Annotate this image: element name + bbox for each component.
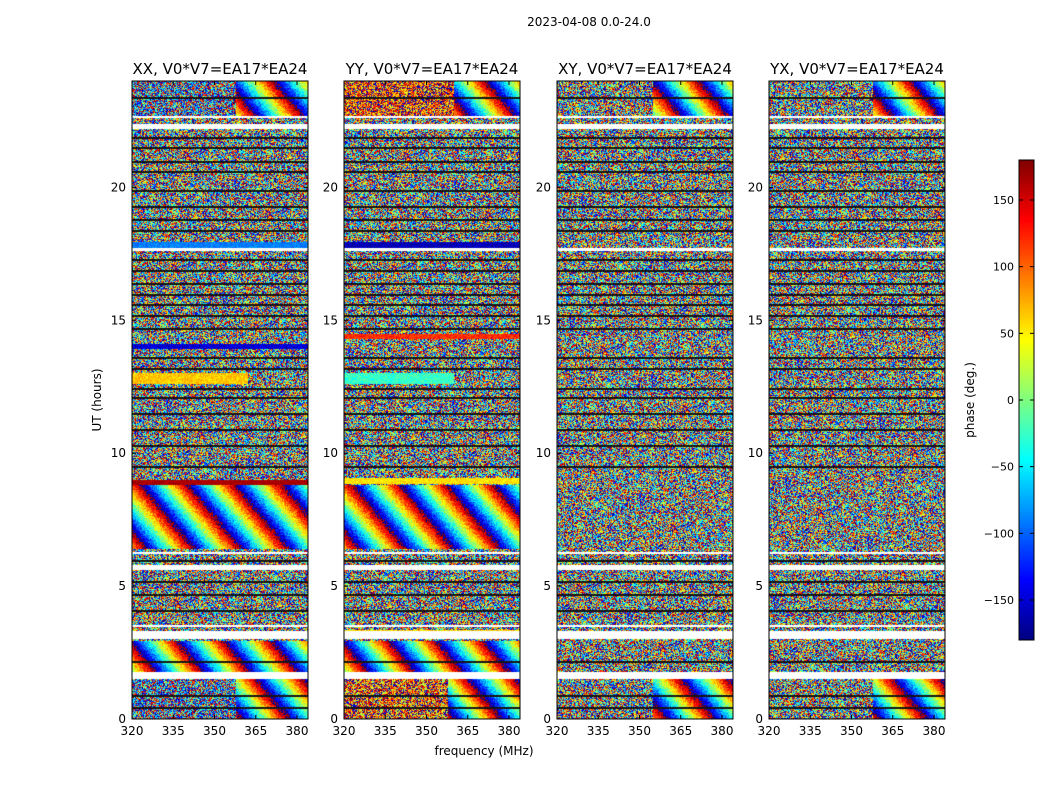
heatmap-image-yy: [344, 81, 520, 719]
colorbar-tick-label: −100: [984, 527, 1014, 540]
x-tick-label: 350: [628, 724, 651, 738]
colorbar-tick-label: 100: [993, 261, 1014, 274]
y-tick-label: 15: [111, 313, 126, 327]
x-tick-label: 350: [840, 724, 863, 738]
y-tick-label: 5: [543, 579, 551, 593]
y-tick-label: 15: [323, 313, 338, 327]
colorbar-tick-label: 50: [1000, 327, 1014, 340]
x-tick-label: 320: [546, 724, 569, 738]
y-tick-label: 10: [748, 446, 763, 460]
y-axis-label: UT (hours): [90, 368, 104, 431]
y-tick-label: 10: [536, 446, 551, 460]
x-tick-label: 335: [587, 724, 610, 738]
figure-suptitle: 2023-04-08 0.0-24.0: [527, 15, 651, 29]
colorbar-tick-label: −150: [984, 594, 1014, 607]
colorbar-tick-label: 0: [1007, 394, 1014, 407]
heatmap-image-yx: [769, 81, 945, 719]
x-tick-label: 380: [498, 724, 521, 738]
y-tick-label: 5: [118, 579, 126, 593]
y-tick-label: 5: [755, 579, 763, 593]
panel-xy: XY, V0*V7=EA17*EA24 320 335 350 365 380 0 5 10 1…: [536, 60, 734, 738]
x-tick-label: 365: [669, 724, 692, 738]
colorbar: −150 −100 −50 0 50 100 150 phase (deg.): [963, 160, 1034, 640]
y-tick-label: 5: [330, 579, 338, 593]
panel-title-yx: YX, V0*V7=EA17*EA24: [769, 60, 944, 78]
y-tick-label: 10: [323, 446, 338, 460]
x-tick-label: 335: [374, 724, 397, 738]
x-tick-label: 380: [286, 724, 309, 738]
x-tick-label: 320: [121, 724, 144, 738]
y-tick-label: 20: [111, 180, 126, 194]
y-tick-label: 10: [111, 446, 126, 460]
x-tick-label: 380: [923, 724, 946, 738]
y-tick-label: 0: [330, 712, 338, 726]
panel-title-xy: XY, V0*V7=EA17*EA24: [558, 60, 732, 78]
x-tick-label: 350: [415, 724, 438, 738]
y-tick-label: 15: [748, 313, 763, 327]
x-tick-label: 365: [456, 724, 479, 738]
panel-title-xx: XX, V0*V7=EA17*EA24: [133, 60, 308, 78]
y-tick-label: 20: [536, 180, 551, 194]
x-tick-label: 365: [881, 724, 904, 738]
panel-yx: YX, V0*V7=EA17*EA24 320 335 350 365 380 0 5 10 1…: [748, 60, 946, 738]
x-tick-label: 380: [711, 724, 734, 738]
panel-yy: YY, V0*V7=EA17*EA24 320 335 350 365 380 0 5 10 1…: [323, 60, 521, 738]
colorbar-tick-label: −50: [991, 461, 1014, 474]
y-tick-label: 0: [118, 712, 126, 726]
x-axis-label: frequency (MHz): [434, 744, 533, 758]
figure: 2023-04-08 0.0-24.0 XX, V0*V7=EA17*EA24 …: [0, 0, 1050, 800]
panel-xx: XX, V0*V7=EA17*EA24 320 335 350 365 380 0 5 10 1…: [111, 60, 309, 738]
panel-title-yy: YY, V0*V7=EA17*EA24: [345, 60, 519, 78]
x-tick-label: 335: [162, 724, 185, 738]
colorbar-label: phase (deg.): [963, 362, 977, 438]
y-tick-label: 20: [748, 180, 763, 194]
heatmap-image-xy: [557, 81, 733, 719]
x-tick-label: 350: [203, 724, 226, 738]
x-tick-label: 320: [333, 724, 356, 738]
x-tick-label: 320: [758, 724, 781, 738]
y-tick-label: 20: [323, 180, 338, 194]
x-tick-label: 335: [799, 724, 822, 738]
colorbar-tick-label: 150: [993, 194, 1014, 207]
heatmap-image-xx: [132, 81, 308, 719]
y-tick-label: 0: [543, 712, 551, 726]
x-tick-label: 365: [244, 724, 267, 738]
y-tick-label: 0: [755, 712, 763, 726]
y-tick-label: 15: [536, 313, 551, 327]
